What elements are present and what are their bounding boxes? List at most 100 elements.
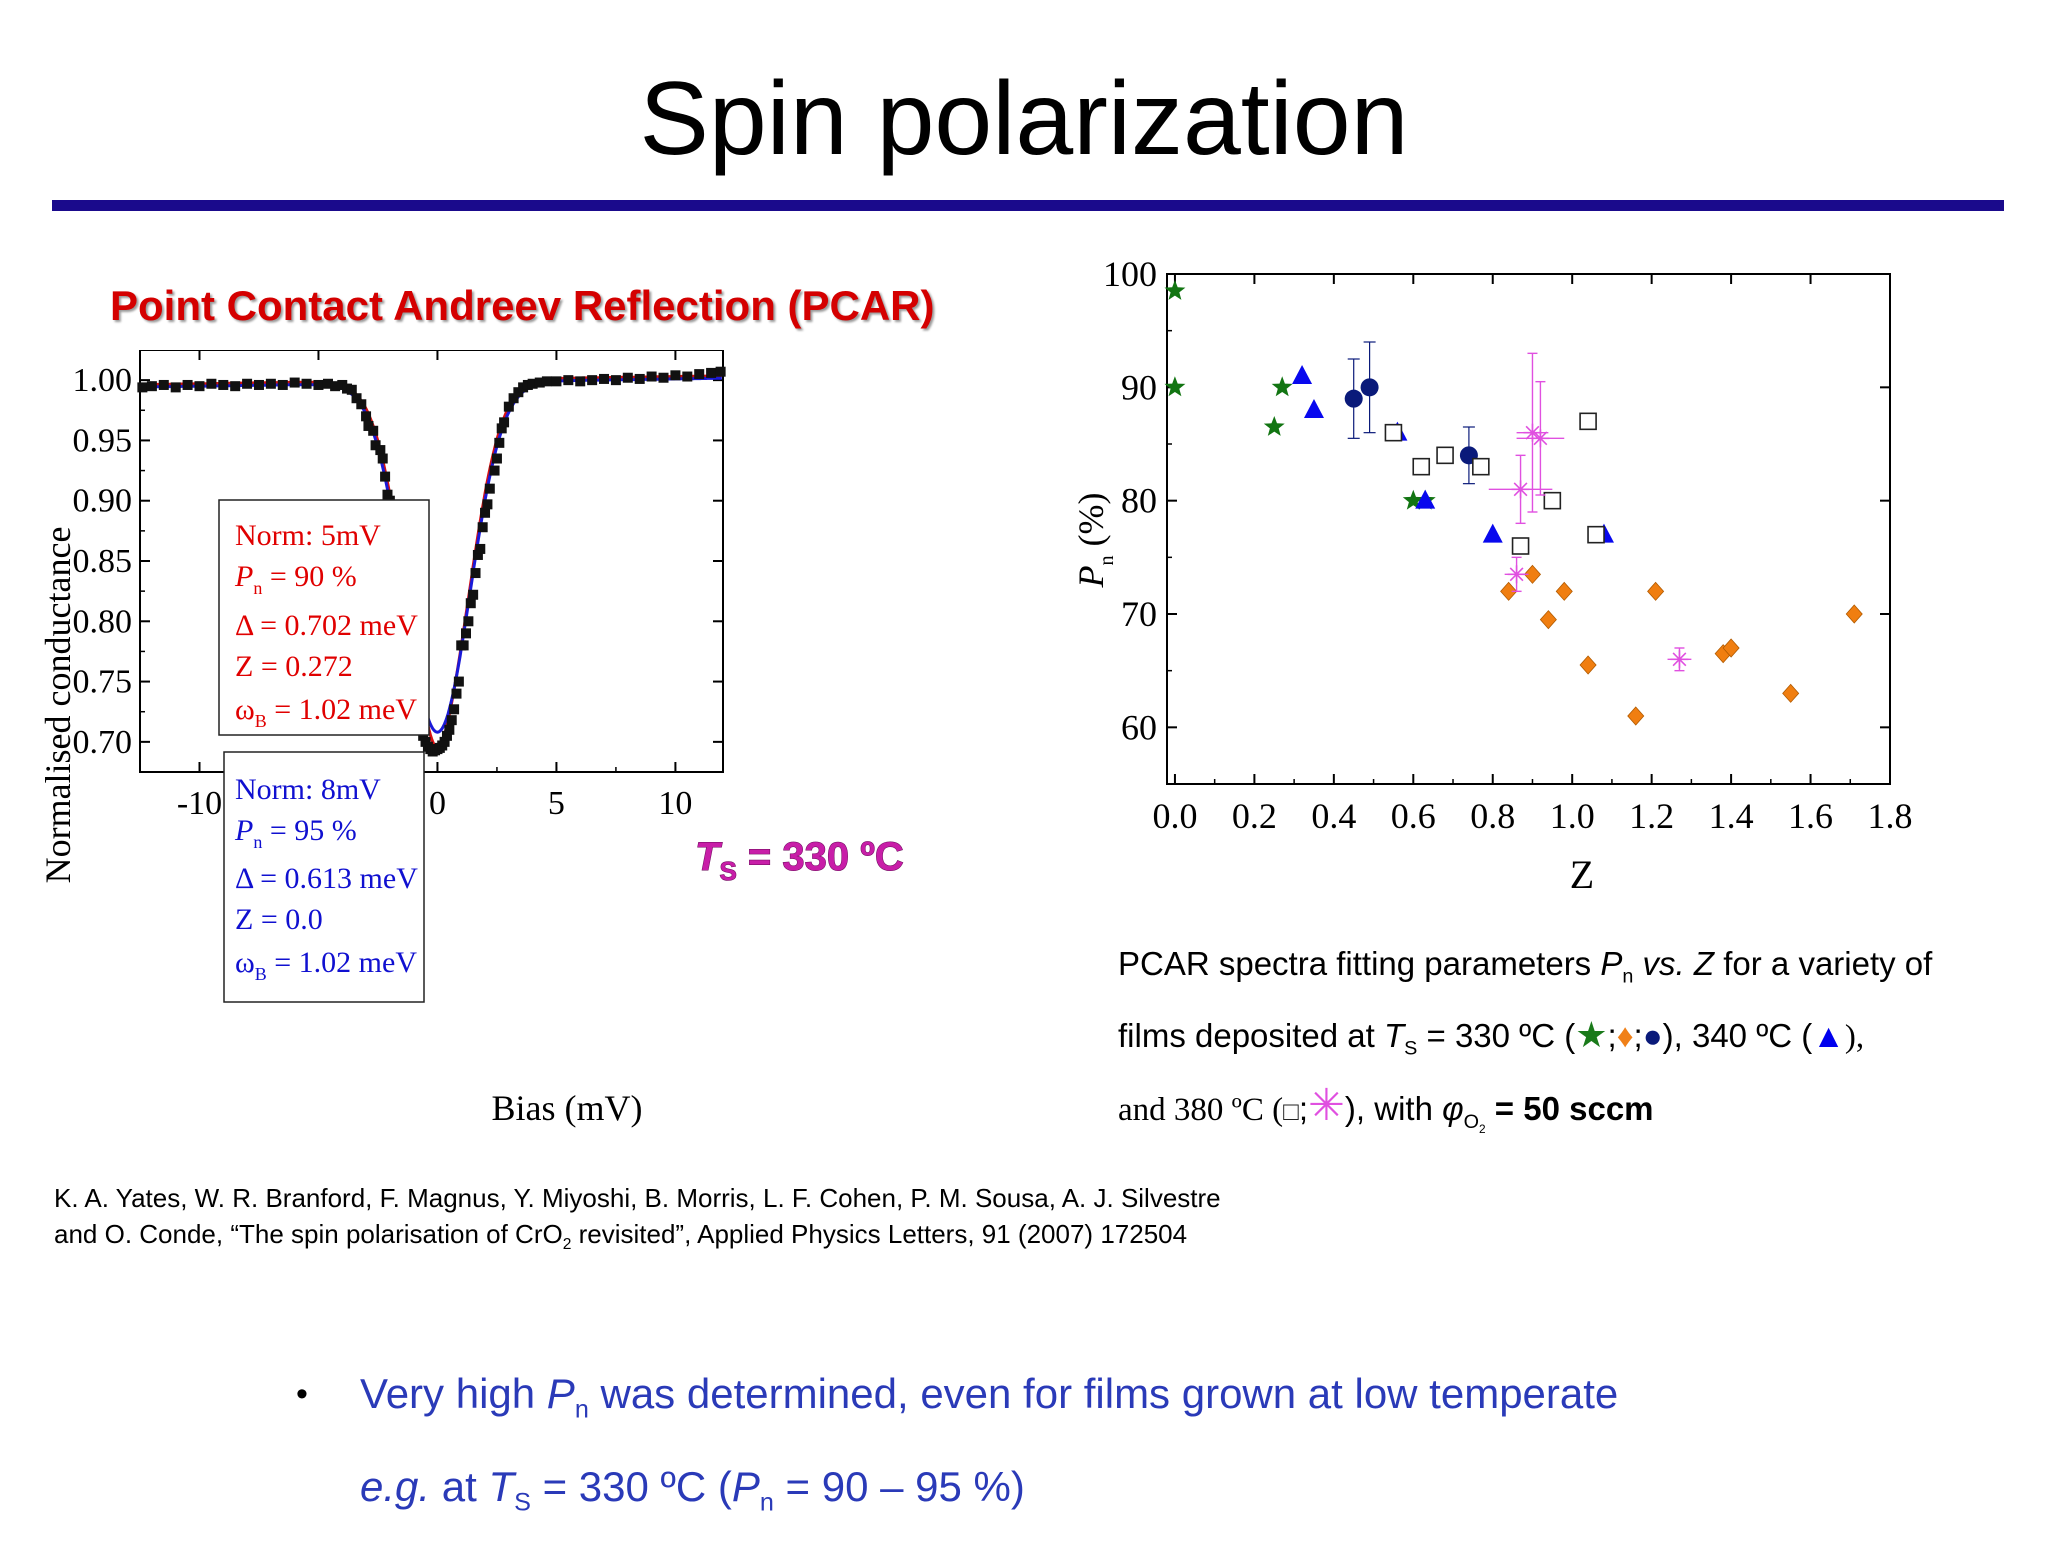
x-tick-label: 0 (429, 785, 446, 822)
y-tick-label: 0.75 (73, 664, 133, 701)
diamond-point (1539, 610, 1557, 630)
legend-red-fit: Norm: 5mV Pn = 90 % Δ = 0.702 meV Z = 0.… (218, 499, 430, 736)
y-tick-label: 60 (1121, 707, 1157, 747)
legend-blue-norm: Norm: 8mV (235, 773, 381, 806)
data-point (477, 522, 488, 533)
data-point (480, 507, 491, 518)
data-point (277, 379, 288, 390)
caption-line-1: PCAR spectra fitting parameters Pn vs. Z… (1118, 945, 1933, 988)
data-point (468, 589, 479, 600)
data-point (587, 375, 598, 386)
data-point (170, 382, 181, 393)
square-point (1587, 525, 1605, 544)
x-tick-label: 0.6 (1391, 796, 1436, 836)
data-point (453, 676, 464, 687)
data-point (313, 379, 324, 390)
data-point (368, 425, 379, 436)
data-point (444, 724, 455, 735)
legend-blue-pn: Pn = 95 % (234, 814, 357, 852)
data-point (351, 393, 362, 404)
data-point (599, 373, 610, 384)
data-point (206, 378, 217, 389)
triangle-point (1292, 365, 1313, 384)
legend-red-pn: Pn = 90 % (234, 560, 357, 598)
asterisk-marker-icon: ✳ (1308, 1081, 1345, 1131)
x-tick-label: 0.4 (1311, 796, 1356, 836)
data-point (446, 715, 457, 726)
temperature-annotation: TS = 330 ºC (695, 835, 904, 886)
data-point (158, 379, 169, 390)
diamond-point (1523, 564, 1542, 584)
y-tick-label: 80 (1121, 481, 1157, 521)
star-point (1271, 376, 1293, 397)
data-point (646, 371, 657, 382)
data-point (465, 598, 476, 609)
diamond-point (1500, 581, 1518, 601)
x-tick-label: 1.4 (1709, 796, 1754, 836)
title-divider (52, 200, 2004, 211)
triangle-point (1303, 399, 1324, 418)
data-point (472, 549, 483, 560)
citation-line-1: K. A. Yates, W. R. Branford, F. Magnus, … (54, 1183, 1221, 1213)
data-point (441, 730, 452, 741)
pcar-title: Point Contact Andreev Reflection (PCAR) (110, 282, 935, 329)
star-point (1263, 416, 1285, 436)
data-point (146, 381, 157, 392)
data-point (458, 640, 469, 651)
data-point (563, 375, 574, 386)
star-point (1164, 280, 1186, 300)
data-point (418, 730, 429, 741)
y-tick-label: 0.95 (73, 422, 133, 459)
legend-red-z: Z = 0.272 (235, 650, 353, 683)
diamond-point (1845, 604, 1863, 624)
data-point (682, 371, 693, 382)
star-marker-icon: ★ (1575, 1013, 1608, 1055)
data-point (137, 382, 148, 393)
diamond-marker-icon: ♦ (1616, 1016, 1634, 1054)
asterisk-stroke (1672, 652, 1687, 667)
legend-blue-delta: Δ = 0.613 meV (235, 862, 418, 895)
diamond-point (1722, 638, 1740, 658)
data-point (658, 372, 669, 383)
data-point (491, 453, 502, 464)
data-point (610, 375, 621, 386)
citation: K. A. Yates, W. R. Branford, F. Magnus, … (54, 1180, 1554, 1263)
data-point (622, 372, 633, 383)
diamond-point (1579, 655, 1597, 675)
y-tick-label: 0.85 (73, 543, 133, 580)
square-point (1436, 446, 1454, 465)
legend-red-delta: Δ = 0.702 meV (235, 609, 418, 642)
data-point (218, 379, 229, 390)
data-point (482, 499, 493, 510)
data-point (694, 369, 705, 380)
diamond-point (1782, 683, 1800, 703)
data-point (382, 489, 393, 500)
left-x-axis-label: Bias (mV) (492, 1088, 643, 1128)
right-y-axis-label: Pn (%) (1071, 493, 1118, 589)
data-point (496, 423, 507, 434)
legend-red-omega: ωB = 1.02 meV (235, 693, 417, 731)
data-point (534, 377, 545, 388)
data-point (361, 411, 372, 422)
data-point (182, 379, 193, 390)
caption-line-2: films deposited at TS = 330 ºC (★;♦;●), … (1118, 1013, 1865, 1060)
x-tick-label: 1.0 (1550, 796, 1595, 836)
data-point (375, 445, 386, 456)
citation-line-2: and O. Conde, “The spin polarisation of … (54, 1219, 1188, 1254)
circle-marker-icon: ● (1642, 1016, 1663, 1054)
data-point (461, 628, 472, 639)
data-point (377, 453, 388, 464)
data-point (289, 377, 300, 388)
y-tick-label: 0.70 (73, 724, 133, 761)
x-tick-label: 1.2 (1629, 796, 1674, 836)
data-point (715, 366, 726, 377)
circle-point (1344, 389, 1363, 408)
x-tick-label: 0.8 (1470, 796, 1515, 836)
data-point (439, 736, 450, 747)
data-point (194, 381, 205, 392)
legend-blue-omega: ωB = 1.02 meV (235, 946, 417, 984)
data-point (527, 378, 538, 389)
left-y-axis-label: Normalised conductance (38, 527, 78, 884)
diamond-point (1627, 706, 1645, 726)
bullet-point: • Very high Pn was determined, even for … (296, 1355, 1618, 1542)
